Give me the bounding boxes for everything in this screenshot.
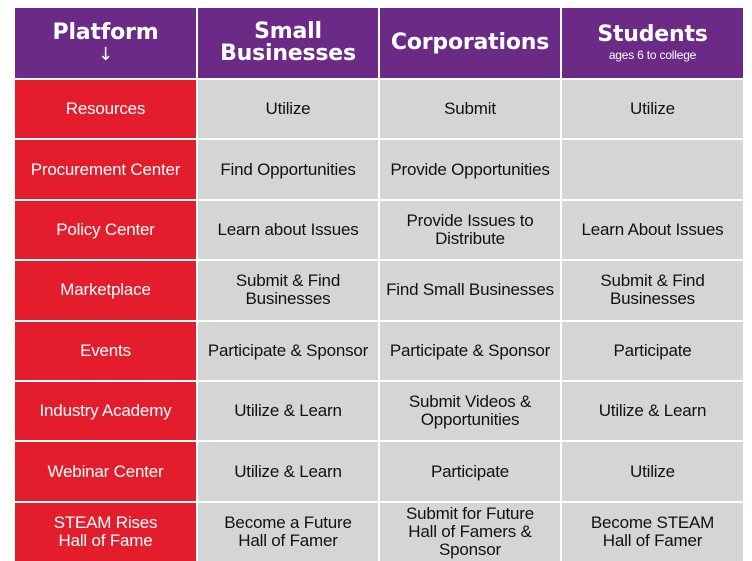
header-students-title: Students [597, 22, 708, 47]
row-small-businesses-cell: Utilize [198, 80, 378, 139]
row-platform-cell: STEAM Rises Hall of Fame [15, 502, 196, 561]
row-students-text: Become STEAM Hall of Famer [590, 512, 715, 550]
row-small-businesses-cell: Submit & Find Businesses [198, 261, 378, 320]
row-platform-cell: Webinar Center [15, 442, 196, 501]
header-students: Students ages 6 to college [562, 8, 743, 78]
row-corporations-cell: Submit Videos & Opportunities [380, 381, 560, 441]
row-corporations-cell: Provide Issues to Distribute [380, 200, 560, 260]
row-small-businesses-text: Become a Future Hall of Famer [224, 512, 352, 550]
row-corporations-cell: Participate & Sponsor [380, 321, 560, 380]
row-students-text: Submit & Find Businesses [600, 271, 705, 309]
row-platform-cell: Procurement Center [15, 140, 196, 199]
header-small-businesses-title: Small Businesses [220, 19, 356, 66]
row-corporations-cell: Find Small Businesses [380, 261, 560, 320]
row-small-businesses-cell: Learn about Issues [198, 200, 378, 260]
row-corporations-cell: Participate [380, 442, 560, 501]
header-corporations: Corporations [380, 8, 560, 78]
row-students-cell: Submit & Find Businesses [562, 261, 743, 320]
row-small-businesses-cell: Participate & Sponsor [198, 321, 378, 380]
row-small-businesses-text: Submit & Find Businesses [235, 271, 341, 309]
down-arrow-icon: ↓ [98, 44, 113, 65]
row-small-businesses-cell: Find Opportunities [198, 140, 378, 199]
row-small-businesses-cell: Become a Future Hall of Famer [198, 502, 378, 561]
row-platform-cell: Policy Center [15, 200, 196, 260]
row-corporations-text: Submit for Future Hall of Famers & Spons… [406, 503, 534, 559]
row-students-cell: Utilize [562, 80, 743, 139]
row-small-businesses-cell: Utilize & Learn [198, 381, 378, 441]
row-corporations-cell: Submit for Future Hall of Famers & Spons… [380, 502, 560, 561]
row-students-cell: Utilize & Learn [562, 381, 743, 441]
header-students-subtitle: ages 6 to college [608, 48, 697, 62]
row-students-cell: Learn About Issues [562, 200, 743, 260]
row-platform-cell: Marketplace [15, 261, 196, 320]
row-students-cell [562, 140, 743, 199]
row-corporations-cell: Provide Opportunities [380, 140, 560, 199]
row-students-cell: Utilize [562, 442, 743, 501]
row-corporations-text: Provide Issues to Distribute [406, 210, 534, 248]
row-students-cell: Participate [562, 321, 743, 380]
row-platform-cell: Events [15, 321, 196, 380]
row-platform-text: STEAM Rises Hall of Fame [53, 512, 158, 550]
row-corporations-cell: Submit [380, 80, 560, 139]
row-corporations-text: Submit Videos & Opportunities [408, 392, 532, 430]
platform-table: Platform ↓ Small Businesses Corporations… [15, 8, 743, 561]
header-platform: Platform ↓ [15, 8, 196, 78]
header-platform-title: Platform [52, 20, 159, 45]
row-small-businesses-cell: Utilize & Learn [198, 442, 378, 501]
header-small-businesses: Small Businesses [198, 8, 378, 78]
row-platform-cell: Resources [15, 80, 196, 139]
header-corporations-title: Corporations [390, 30, 550, 55]
row-students-cell: Become STEAM Hall of Famer [562, 502, 743, 561]
row-platform-cell: Industry Academy [15, 381, 196, 441]
